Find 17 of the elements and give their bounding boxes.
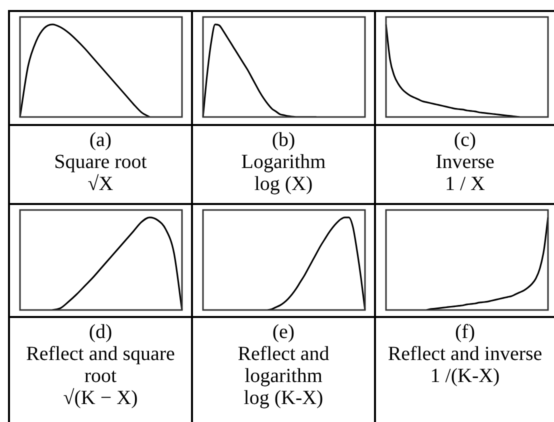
text: Square root bbox=[53, 151, 148, 173]
text: Inverse bbox=[434, 151, 496, 173]
text: Reflect and inverse bbox=[386, 343, 544, 365]
text: (f) bbox=[454, 321, 476, 343]
text: √X bbox=[86, 173, 114, 195]
text: (d) bbox=[88, 321, 114, 343]
text: log (K-X) bbox=[242, 387, 324, 409]
text: 1 /(K-X) bbox=[429, 365, 501, 387]
text: 1 / X bbox=[444, 173, 486, 195]
text: (a) bbox=[88, 129, 113, 151]
text: Reflect and square root bbox=[25, 343, 176, 387]
text: (c) bbox=[452, 129, 478, 151]
text: (e) bbox=[271, 321, 296, 343]
text: Logarithm bbox=[240, 151, 327, 173]
text: log (X) bbox=[253, 173, 314, 195]
text: (b) bbox=[270, 129, 296, 151]
text: √(K − X) bbox=[62, 387, 139, 409]
